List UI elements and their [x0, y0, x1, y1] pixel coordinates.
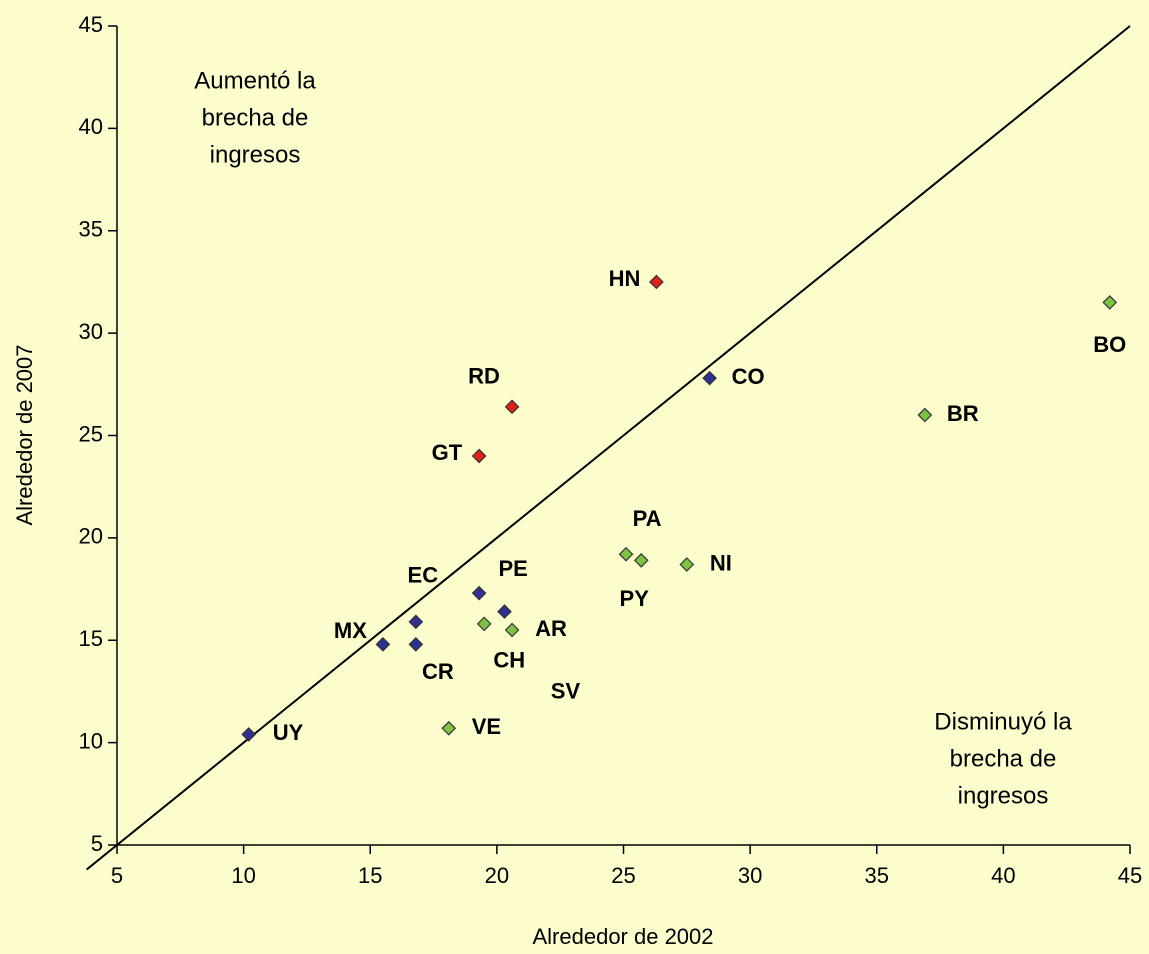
point — [504, 622, 520, 638]
annotation: brecha de — [202, 104, 309, 131]
point — [408, 636, 424, 652]
point-label: PA — [633, 506, 662, 531]
annotation: ingresos — [958, 782, 1049, 809]
point-label: HN — [609, 266, 641, 291]
annotation: ingresos — [210, 141, 301, 168]
point-label: SV — [551, 678, 581, 703]
point-label: MX — [334, 618, 367, 643]
point — [497, 604, 512, 619]
point-label: CR — [422, 659, 454, 684]
point — [633, 553, 649, 568]
point-label: EC — [408, 563, 439, 588]
point — [471, 585, 487, 601]
x-tick-label: 45 — [1118, 863, 1142, 888]
x-tick-label: 35 — [865, 863, 889, 888]
y-tick-label: 20 — [79, 524, 103, 549]
point-label: VE — [472, 714, 501, 739]
x-tick-label: 30 — [738, 863, 762, 888]
point — [471, 448, 487, 464]
point — [702, 370, 717, 386]
point — [408, 614, 424, 630]
y-tick-label: 40 — [79, 114, 103, 139]
point — [618, 546, 634, 562]
point-label: AR — [535, 616, 567, 641]
point — [241, 727, 257, 742]
point — [917, 407, 933, 423]
point-label: RD — [468, 364, 500, 389]
y-axis-label: Alrededor de 2007 — [12, 344, 37, 525]
x-tick-label: 40 — [991, 863, 1015, 888]
y-tick-label: 35 — [79, 217, 103, 242]
y-tick-label: 5 — [91, 831, 103, 856]
annotation: brecha de — [950, 745, 1057, 772]
annotation: Aumentó la — [194, 67, 316, 94]
x-tick-label: 10 — [231, 863, 255, 888]
point-label: BR — [947, 401, 979, 426]
point — [1102, 295, 1118, 310]
point — [441, 720, 457, 736]
point-label: CH — [493, 648, 525, 673]
point-label: BO — [1093, 332, 1126, 357]
point-label: PY — [620, 586, 650, 611]
point-label: GT — [432, 440, 463, 465]
annotation: Disminuyó la — [934, 708, 1072, 735]
point-label: NI — [710, 550, 732, 575]
y-tick-label: 10 — [79, 728, 103, 753]
y-tick-label: 45 — [79, 12, 103, 37]
point — [679, 557, 695, 572]
x-tick-label: 5 — [111, 863, 123, 888]
point — [504, 399, 520, 415]
x-tick-label: 20 — [485, 863, 509, 888]
x-tick-label: 25 — [611, 863, 635, 888]
equality-line — [85, 25, 1131, 871]
point-label: PE — [498, 556, 527, 581]
point — [375, 636, 391, 652]
x-axis-label: Alrededor de 2002 — [532, 924, 713, 949]
y-tick-label: 25 — [79, 421, 103, 446]
point — [649, 274, 664, 290]
point-label: UY — [273, 720, 304, 745]
x-tick-label: 15 — [358, 863, 382, 888]
y-tick-label: 15 — [79, 626, 103, 651]
point-label: CO — [732, 364, 765, 389]
y-tick-label: 30 — [79, 319, 103, 344]
point — [476, 616, 492, 632]
